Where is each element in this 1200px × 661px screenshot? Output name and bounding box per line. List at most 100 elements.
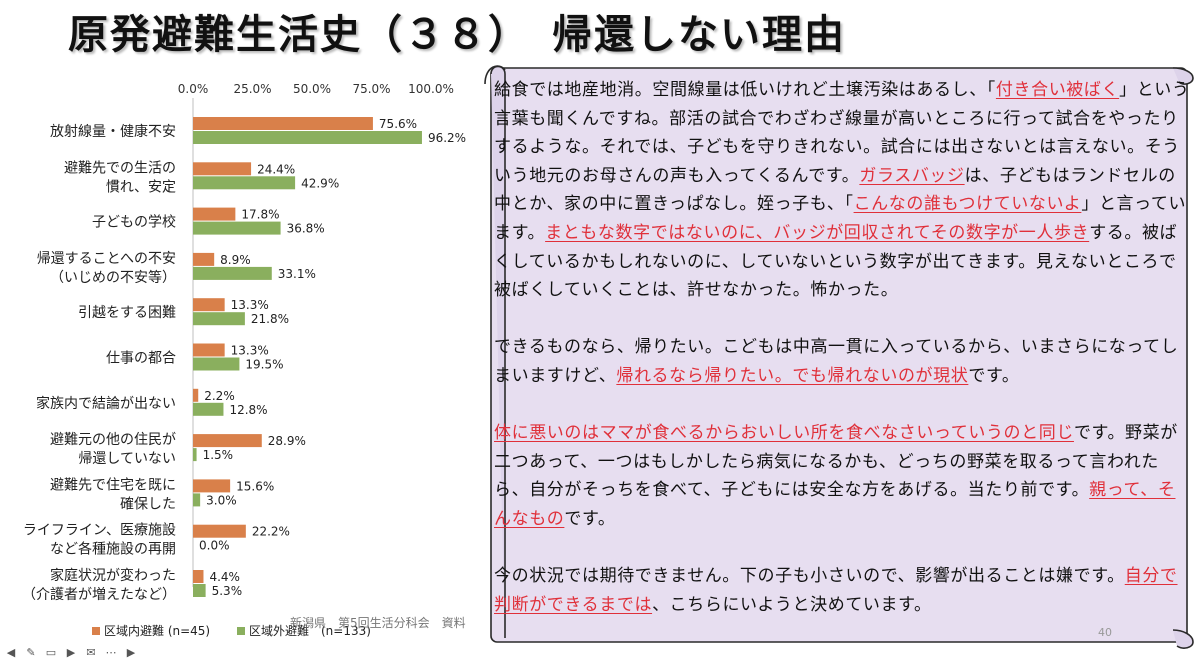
bar-inside-10 (193, 570, 204, 583)
legend-label: 区域外避難 (n=133) (249, 623, 371, 638)
category-label: 避難元の他の住民が (50, 432, 176, 448)
category-label: 家族内で結論が出ない (36, 395, 176, 412)
bar-outside-5 (193, 357, 240, 371)
data-label: 13.3% (231, 344, 269, 358)
bar-outside-4 (193, 312, 245, 326)
bar-outside-7 (193, 448, 197, 462)
category-label: ライフライン、医療施設 (23, 522, 176, 539)
bar-inside-9 (193, 524, 246, 538)
text-segment: できるものなら、帰りたい。こどもは中高一貫に入っているから、いまさらになってしま… (494, 337, 1179, 386)
x-tick-label: 25.0% (233, 82, 271, 96)
bar-outside-8 (193, 493, 201, 507)
highlight-phrase: ガラスバッジ (859, 165, 965, 186)
category-label: 放射線量・健康不安 (50, 123, 176, 140)
text-segment: です。野菜が二つあって、一つはもしかしたら病気になるかも、どっちの野菜を取るって… (494, 423, 1178, 501)
data-label: 21.8% (251, 312, 289, 326)
data-label: 96.2% (428, 131, 466, 145)
prev-arrow-icon[interactable]: ◀ (6, 646, 16, 659)
category-label: 帰還することへの不安 (37, 250, 176, 267)
data-label: 19.5% (245, 358, 283, 372)
quote-paragraph: 体に悪いのはママが食べるからおいしい所を食べなさいっていうのと同じです。野菜が二… (494, 419, 1190, 533)
highlight-phrase: 体に悪いのはママが食べるからおいしい所を食べなさいっていうのと同じ (494, 423, 1074, 444)
data-label: 15.6% (236, 479, 274, 493)
text-segment: です。 (968, 365, 1020, 386)
text-segment: 」と言っています。 (494, 194, 1187, 243)
legend-swatch (92, 627, 100, 635)
quote-paragraph: 今の状況では期待できません。下の子も小さいので、影響が出ることは嫌です。自分で判… (494, 562, 1190, 619)
bar-outside-1 (193, 176, 296, 190)
category-label: 確保した (120, 496, 176, 512)
slide-footer: 新潟県 第5回生活分科会 資料 (290, 616, 466, 630)
category-label: 避難先での生活の (64, 160, 176, 176)
highlight-phrase: 自分で判断ができるまでは (494, 566, 1178, 615)
text-segment: 」という言葉も聞くんですね。部活の試合でわざわざ線量が高いところに行って試合をや… (494, 80, 1190, 186)
presentation-toolbar: ◀ ✎ ▭ ▶ ✉ ⋯ ▶ (4, 646, 138, 659)
category-label: （介護者が増えたなど） (22, 587, 176, 603)
slide-title: 原発避難生活史（３８） 帰還しない理由 (68, 12, 846, 58)
scroll-frame (483, 60, 1195, 650)
data-label: 24.4% (257, 162, 295, 176)
bar-chart: 0.0% 25.0% 50.0% 75.0% 100.0% 放射線量・健康不安避難先での… (22, 82, 466, 638)
category-label: 子どもの学校 (92, 214, 176, 231)
bar-outside-0 (193, 131, 422, 144)
highlight-phrase: まともな数字ではないのに、バッジが回収されてその数字が一人歩き (545, 222, 1090, 243)
bar-inside-2 (193, 207, 236, 221)
bar-inside-1 (193, 162, 252, 176)
data-label: 3.0% (206, 493, 237, 507)
quote-paragraph: できるものなら、帰りたい。こどもは中高一貫に入っているから、いまさらになってしま… (494, 333, 1190, 390)
category-label: など各種施設の再開 (50, 542, 176, 558)
captions-icon[interactable]: ▭ (45, 646, 57, 659)
more-icon[interactable]: ⋯ (105, 646, 117, 659)
data-label: 0.0% (199, 539, 230, 553)
data-label: 1.5% (203, 448, 234, 462)
x-tick-label: 100.0% (408, 82, 454, 96)
quote-text: 給食では地産地消。空間線量は低いけれど土壌汚染はあるし、「付き合い被ばく」という… (494, 76, 1190, 619)
x-tick-label: 0.0% (178, 82, 209, 96)
data-label: 28.9% (268, 434, 306, 448)
bar-inside-7 (193, 434, 262, 448)
highlight-phrase: 帰れるなら帰りたい。でも帰れないのが現状 (616, 365, 969, 386)
category-label: 仕事の都合 (106, 351, 176, 367)
x-tick-label: 50.0% (293, 82, 331, 96)
data-label: 2.2% (204, 389, 235, 403)
text-segment: です。 (564, 508, 616, 529)
bar-inside-4 (193, 298, 225, 312)
bar-inside-8 (193, 479, 231, 493)
highlight-phrase: 付き合い被ばく (995, 80, 1120, 100)
data-label: 42.9% (301, 176, 339, 190)
data-label: 5.3% (212, 584, 243, 598)
pen-icon[interactable]: ✎ (26, 646, 36, 659)
data-label: 8.9% (220, 253, 251, 267)
data-label: 4.4% (209, 570, 240, 584)
category-label: 慣れ、安定 (106, 178, 176, 195)
bar-outside-2 (193, 221, 281, 235)
category-label: 引越をする困難 (78, 305, 176, 321)
category-label: 帰還していない (78, 450, 176, 467)
text-segment: 今の状況では期待できません。下の子も小さいので、影響が出ることは嫌です。 (494, 566, 1125, 587)
category-label: （いじめの不安等） (50, 269, 176, 286)
data-label: 12.8% (229, 403, 267, 417)
data-label: 13.3% (231, 298, 269, 312)
bar-inside-6 (193, 388, 199, 402)
next-arrow-icon[interactable]: ▶ (126, 646, 136, 659)
data-label: 75.6% (379, 117, 417, 131)
legend-swatch (237, 627, 245, 635)
bar-outside-6 (193, 402, 224, 416)
bar-outside-10 (193, 584, 206, 597)
bar-inside-0 (193, 117, 373, 130)
mail-icon[interactable]: ✉ (86, 646, 96, 659)
text-segment: 給食では地産地消。空間線量は低いけれど土壌汚染はあるし、「 (494, 80, 996, 100)
highlight-phrase: 親って、そんなもの (494, 480, 1176, 529)
data-label: 17.8% (241, 208, 279, 222)
x-tick-label: 75.0% (352, 82, 390, 96)
data-label: 33.1% (278, 267, 316, 281)
bar-inside-5 (193, 343, 225, 357)
text-segment: は、子どもはランドセルの中とか、家の中に置きっぱなし。姪っ子も、「 (494, 165, 1176, 215)
category-label: 避難先で住宅を既に (50, 477, 176, 493)
video-icon[interactable]: ▶ (66, 646, 76, 659)
bar-inside-3 (193, 252, 215, 266)
page-number: 40 (1098, 626, 1112, 639)
data-label: 36.8% (287, 222, 325, 236)
legend-label: 区域内避難 (n=45) (104, 623, 210, 638)
category-label: 家庭状況が変わった (50, 567, 176, 584)
